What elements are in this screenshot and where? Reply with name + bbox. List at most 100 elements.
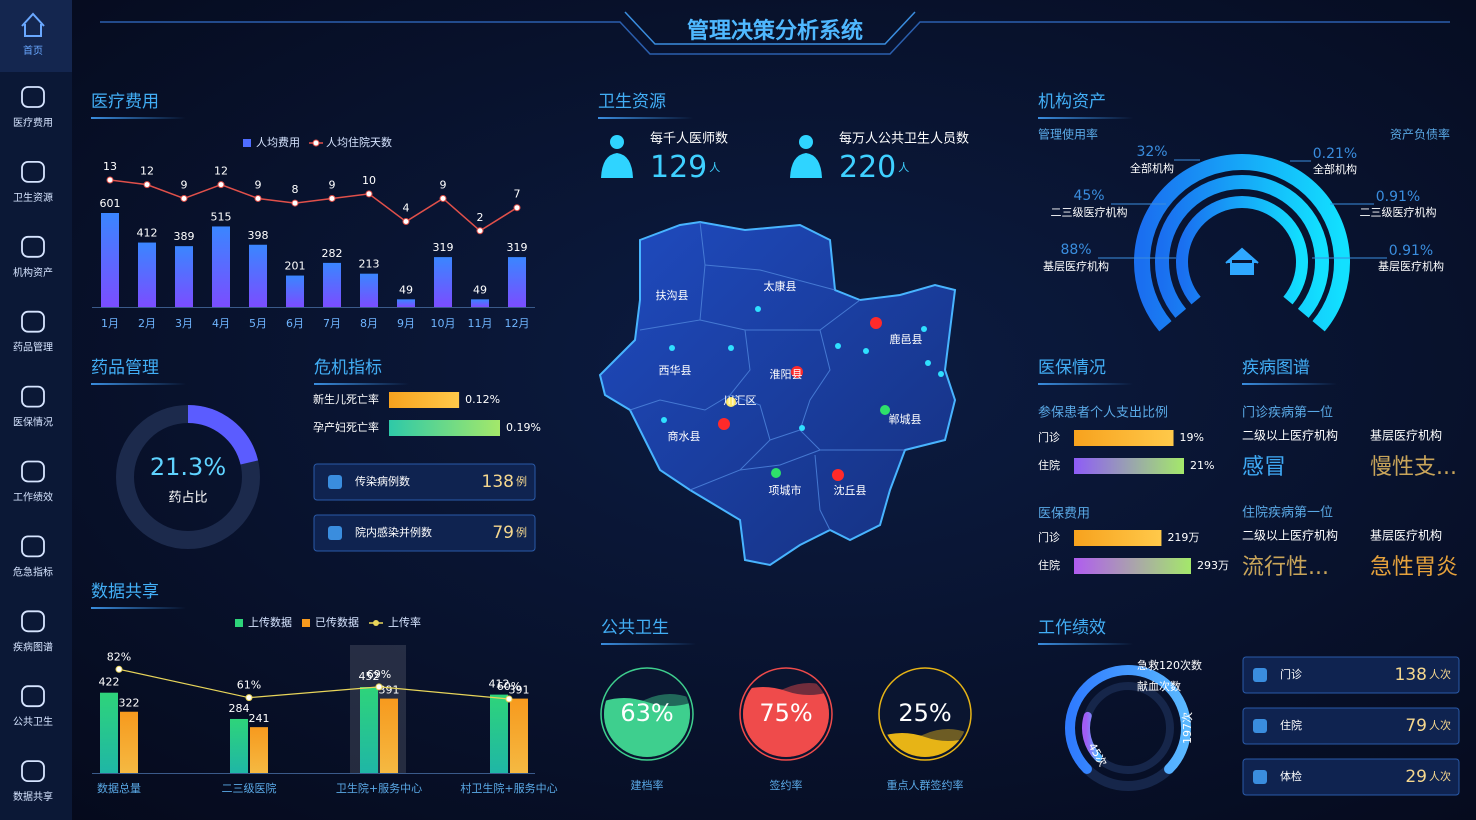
bar-value-label: 391 <box>509 684 530 697</box>
hbar <box>1074 530 1162 546</box>
bar-value-label: 282 <box>322 247 343 260</box>
panel-title: 危机指标 <box>314 358 382 378</box>
x-tick-label: 7月 <box>323 317 341 330</box>
line-value-label: 9 <box>181 178 188 191</box>
bar-category-label: 住院 <box>1038 458 1060 472</box>
x-tick-label: 二三级医院 <box>222 781 277 795</box>
nav-label: 机构资产 <box>13 266 53 279</box>
x-tick-label: 3月 <box>175 317 193 330</box>
line-point <box>365 190 373 198</box>
panel-underline <box>91 117 186 119</box>
header-frame <box>100 11 1450 55</box>
legend-label: 人均费用 <box>256 136 300 149</box>
chart-subtitle: 医保费用 <box>1038 507 1090 522</box>
line-point <box>115 665 123 673</box>
nav-icon <box>21 385 45 408</box>
resource-icon-head <box>799 135 813 149</box>
nav-item[interactable]: 医保情况 <box>13 385 53 429</box>
nav-icon <box>21 310 45 333</box>
panel-underline <box>91 607 186 609</box>
resource-value-value: 129 <box>650 150 707 185</box>
x-tick-label: 12月 <box>505 317 530 330</box>
bar-value-label: 19% <box>1180 431 1204 444</box>
card-label: 院内感染并例数 <box>355 525 432 539</box>
donut-arc <box>187 405 259 465</box>
line-value-label: 9 <box>255 178 262 191</box>
nav-icon <box>21 760 45 782</box>
card-value: 138 人次 <box>1395 665 1451 685</box>
card-value-unit: 人次 <box>1429 667 1451 681</box>
panel-title: 医保情况 <box>1038 358 1106 378</box>
nav-item[interactable]: 疾病图谱 <box>13 610 53 653</box>
bar-category-label: 门诊 <box>1038 430 1060 444</box>
line-value-label: 2 <box>477 211 484 224</box>
line-point <box>476 227 484 235</box>
map-region-label: 项城市 <box>769 483 802 497</box>
bar-value-label: 21% <box>1190 459 1214 472</box>
liquid-label: 重点人群签约率 <box>887 778 964 792</box>
card-value-value: 138 <box>482 472 514 492</box>
gauge-subtitle: 管理使用率 <box>1038 127 1098 142</box>
nav-icon <box>21 86 45 108</box>
line <box>118 668 510 700</box>
nav-label: 疾病图谱 <box>13 640 53 653</box>
gauge-ring <box>1134 154 1350 332</box>
liquid-label: 签约率 <box>770 778 803 792</box>
donut-label: 药占比 <box>168 491 207 506</box>
bar <box>120 711 138 773</box>
disease-name: 急性胃炎 <box>1370 555 1458 580</box>
resource-value-unit: 人 <box>709 161 720 174</box>
line-value-label: 4 <box>403 202 410 215</box>
nav-item[interactable]: 卫生资源 <box>13 160 53 204</box>
nav-item[interactable]: 药品管理 <box>13 310 53 354</box>
nav-item[interactable]: 机构资产 <box>13 235 53 279</box>
card-icon <box>328 475 342 489</box>
line-point <box>254 194 262 202</box>
liquid-wave <box>604 698 690 757</box>
stat-card <box>1242 758 1460 796</box>
line-point <box>106 176 114 184</box>
panel-title: 数据共享 <box>91 582 159 602</box>
resource-icon-body <box>790 153 822 178</box>
nav-label: 数据共享 <box>13 790 53 803</box>
line-value-label: 10 <box>362 174 376 187</box>
disease-name: 流行性... <box>1242 555 1329 580</box>
nav-item[interactable]: 工作绩效 <box>13 460 53 504</box>
bar-value-label: 398 <box>248 229 269 242</box>
nav-icon <box>21 160 45 183</box>
hbar <box>1074 458 1184 474</box>
bar-value-label: 319 <box>507 241 528 254</box>
line-point <box>217 181 225 189</box>
card-icon <box>1253 770 1267 784</box>
gauge-value: 0.91% <box>1376 189 1420 205</box>
nav-item[interactable]: 首页 <box>21 12 45 57</box>
resource-label: 每万人公共卫生人员数 <box>839 131 969 147</box>
card-value-value: 79 <box>492 523 514 543</box>
nav-item[interactable]: 危急指标 <box>13 535 53 578</box>
line-value-label: 12 <box>214 165 228 178</box>
nav-item[interactable]: 数据共享 <box>13 760 53 803</box>
card-value: 29 人次 <box>1405 767 1451 787</box>
panel-underline <box>1038 643 1133 645</box>
gauge-ring <box>1155 175 1329 318</box>
line-value-label: 9 <box>329 178 336 191</box>
bar <box>212 226 230 307</box>
gauge-value: 32% <box>1136 144 1167 160</box>
nav-item[interactable]: 公共卫生 <box>13 685 53 728</box>
card-label: 门诊 <box>1280 667 1302 681</box>
liquid-value: 63% <box>620 699 673 727</box>
bar-value-label: 0.19% <box>506 421 541 434</box>
card-value-value: 138 <box>1395 665 1427 685</box>
bar-category-label: 住院 <box>1038 558 1060 572</box>
bar-category-label: 门诊 <box>1038 530 1060 544</box>
resource-value-value: 220 <box>839 150 896 185</box>
legend-swatch <box>243 139 251 147</box>
nav-item[interactable]: 医疗费用 <box>13 86 53 129</box>
disease-group-title: 门诊疾病第一位 <box>1242 406 1333 421</box>
bar <box>508 257 526 307</box>
legend-label: 上传率 <box>388 615 421 629</box>
ring-value: 197次 <box>1180 712 1194 744</box>
ring-arc <box>1065 665 1191 775</box>
gauge-value: 88% <box>1060 242 1091 258</box>
hbar <box>1074 558 1191 574</box>
